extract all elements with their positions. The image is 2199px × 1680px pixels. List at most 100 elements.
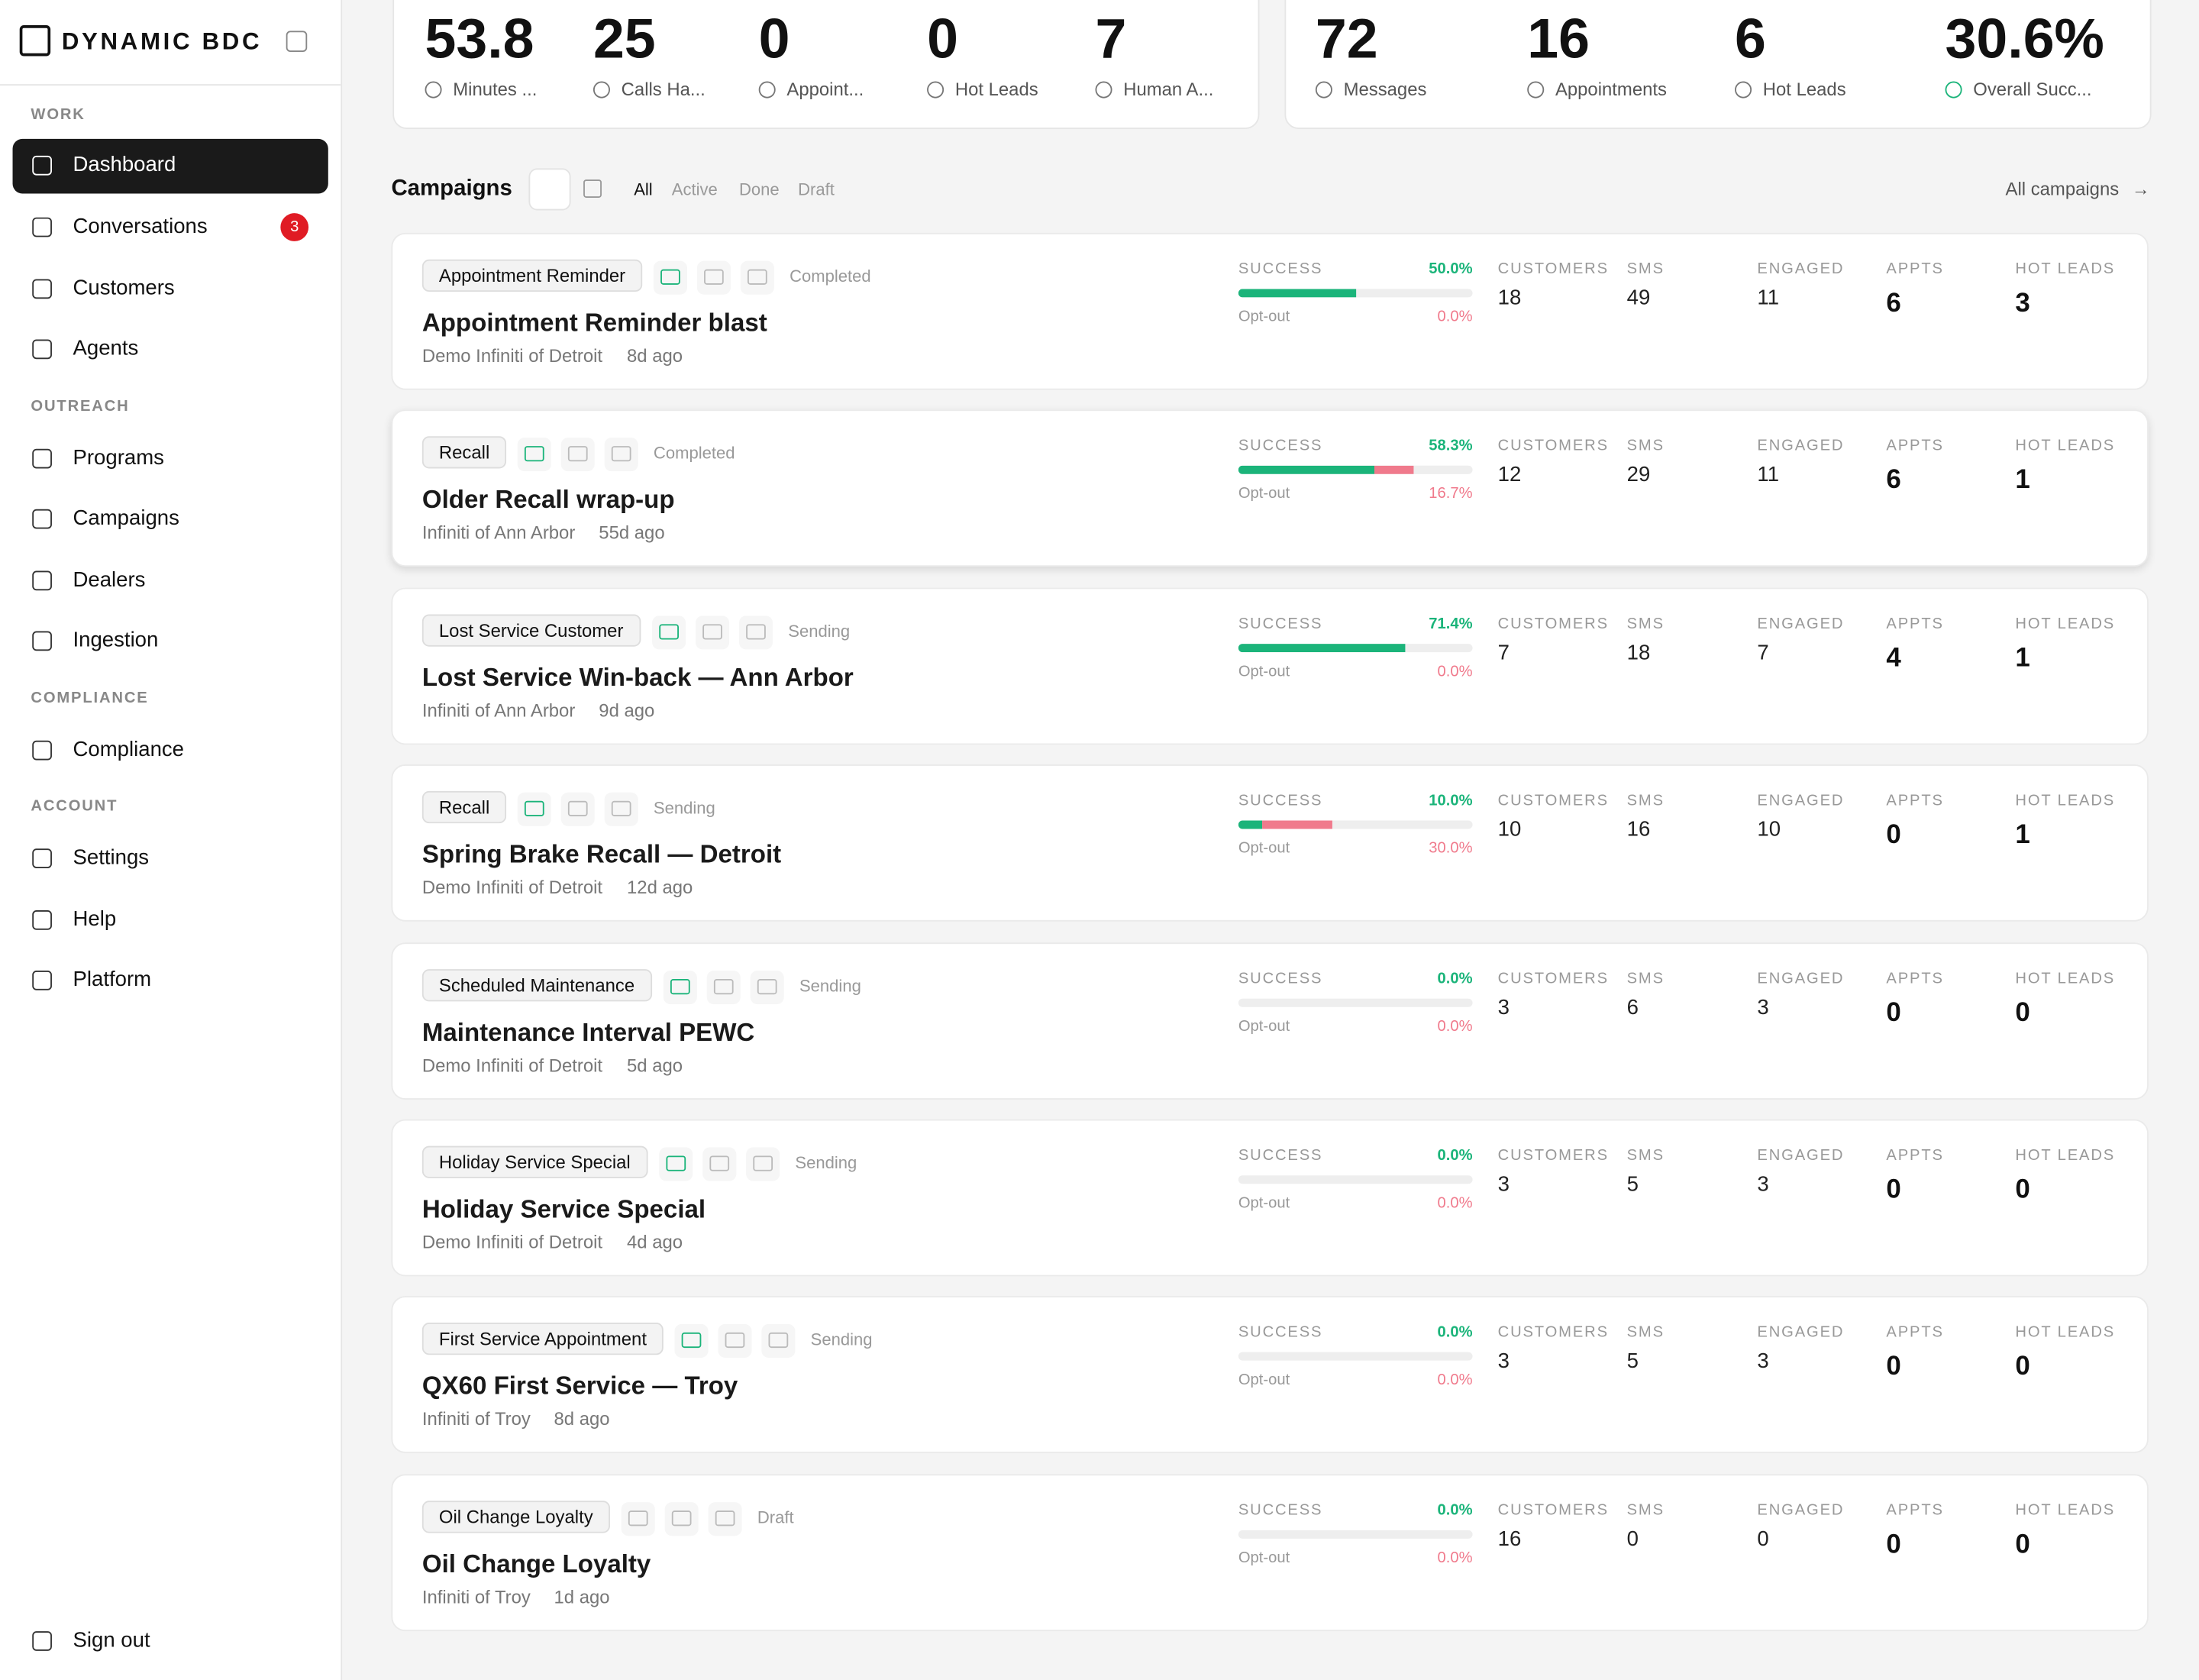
sms-channel <box>621 1501 655 1536</box>
success-bar <box>1238 643 1406 652</box>
all-campaigns-link[interactable]: All campaigns <box>2005 178 2120 199</box>
stat-icon <box>758 81 776 99</box>
hot_leads-header: HOT LEADS <box>2015 970 2116 987</box>
nav-item[interactable]: Settings <box>73 845 150 870</box>
sms-value: 29 <box>1626 463 1651 488</box>
progress-track <box>1238 1530 1473 1539</box>
sms-header: SMS <box>1626 615 1665 632</box>
sms-channel <box>659 1147 693 1181</box>
icon <box>670 978 690 994</box>
section-heading: COMPLIANCE <box>31 690 149 707</box>
nav-item[interactable]: Platform <box>73 968 152 992</box>
sms-header: SMS <box>1626 1147 1665 1165</box>
campaign-tag: Scheduled Maintenance <box>421 968 652 1001</box>
optout-label: Opt-out <box>1238 1194 1290 1212</box>
campaign-card[interactable]: Scheduled Maintenance Sending Maintenance … <box>391 942 2149 1100</box>
nav-icon <box>32 570 52 591</box>
hot_leads-header: HOT LEADS <box>2015 260 2116 278</box>
status: Sending <box>788 621 851 641</box>
campaign-tag: Recall <box>421 436 507 470</box>
optout-label: Opt-out <box>1238 1017 1290 1035</box>
status: Completed <box>653 444 735 464</box>
hot_leads-header: HOT LEADS <box>2015 793 2116 810</box>
section-heading: OUTREACH <box>31 398 130 415</box>
engaged-header: ENGAGED <box>1757 260 1845 278</box>
nav-item[interactable]: Conversations <box>73 215 208 239</box>
sms-channel <box>517 438 551 472</box>
engaged-value: 10 <box>1757 818 1781 842</box>
nav-item[interactable]: Programs <box>73 446 164 470</box>
customers-header: CUSTOMERS <box>1497 793 1609 810</box>
email-channel <box>746 1147 780 1181</box>
hot_leads-value: 0 <box>2015 1352 2030 1382</box>
filter-tab[interactable]: Draft <box>798 179 835 199</box>
appts-value: 0 <box>1886 998 1901 1028</box>
success-label: SUCCESS <box>1238 1501 1323 1519</box>
hot_leads-header: HOT LEADS <box>2015 615 2116 632</box>
optout-value: 16.7% <box>1429 486 1473 503</box>
sms-header: SMS <box>1626 1324 1665 1342</box>
sign-out[interactable]: Sign out <box>73 1628 150 1653</box>
age: 1d ago <box>554 1585 610 1607</box>
campaign-title: Maintenance Interval PEWC <box>421 1017 755 1046</box>
sms-value: 0 <box>1626 1527 1639 1552</box>
campaign-card[interactable]: Recall Completed Older Recall wrap-up Infin… <box>391 410 2149 567</box>
campaign-card[interactable]: Recall Sending Spring Brake Recall — Detro… <box>391 764 2149 922</box>
nav-icon <box>32 448 52 469</box>
optout-value: 0.0% <box>1437 309 1473 326</box>
nav-item[interactable]: Campaigns <box>73 506 179 531</box>
icon <box>713 978 734 994</box>
view-toggle[interactable] <box>528 168 571 211</box>
icon <box>611 446 631 463</box>
campaign-card[interactable]: Oil Change Loyalty Draft Oil Change Loyalt… <box>391 1474 2149 1631</box>
nav-icon <box>32 740 52 761</box>
stat-icon <box>425 81 442 99</box>
sms-channel <box>663 970 697 1004</box>
view-toggle[interactable] <box>583 179 602 198</box>
collapse-button[interactable] <box>286 31 308 52</box>
campaign-card[interactable]: Lost Service Customer Sending Lost Service… <box>391 587 2149 745</box>
progress-track <box>1238 820 1473 829</box>
nav-item[interactable]: Agents <box>73 336 139 361</box>
nav-item[interactable]: Help <box>73 907 117 932</box>
optout-label: Opt-out <box>1238 840 1290 858</box>
sms-channel <box>653 260 688 295</box>
call-channel <box>696 615 730 650</box>
campaign-tag: Appointment Reminder <box>421 259 643 292</box>
dealer: Infiniti of Troy <box>421 1585 531 1607</box>
filter-tab[interactable]: Done <box>738 179 780 199</box>
nav-item[interactable]: Ingestion <box>73 628 159 653</box>
stat-label: Calls Ha... <box>621 78 706 100</box>
customers-header: CUSTOMERS <box>1497 615 1609 632</box>
appts-value: 0 <box>1886 1352 1901 1382</box>
nav-item[interactable]: Dealers <box>73 567 146 593</box>
arrow: → <box>2131 178 2150 199</box>
campaign-card[interactable]: Appointment Reminder Completed Appointment… <box>391 232 2149 390</box>
icon <box>567 801 588 817</box>
stat-value: 30.6% <box>1945 8 2104 70</box>
engaged-header: ENGAGED <box>1757 1501 1845 1519</box>
sms-value: 5 <box>1626 1172 1639 1197</box>
filter-tab[interactable]: All <box>634 179 653 199</box>
customers-header: CUSTOMERS <box>1497 438 1609 455</box>
sms-channel <box>517 793 551 827</box>
nav-item[interactable]: Compliance <box>73 738 185 762</box>
email-channel <box>750 970 784 1004</box>
appts-header: APPTS <box>1886 1147 1944 1165</box>
divider <box>0 84 341 86</box>
progress-track <box>1238 1175 1473 1184</box>
campaign-card[interactable]: Holiday Service Special Sending Holiday Se… <box>391 1119 2149 1277</box>
icon <box>746 623 766 640</box>
call-channel <box>702 1147 737 1181</box>
progress-track <box>1238 466 1473 475</box>
email-channel <box>740 260 774 295</box>
sms-value: 18 <box>1626 641 1651 665</box>
campaign-card[interactable]: First Service Appointment Sending QX60 Fir… <box>391 1296 2149 1454</box>
hot_leads-value: 1 <box>2015 466 2030 496</box>
hot_leads-value: 1 <box>2015 643 2030 674</box>
age: 8d ago <box>627 344 683 367</box>
nav-item[interactable]: Dashboard <box>73 153 176 177</box>
hot_leads-value: 0 <box>2015 998 2030 1028</box>
filter-tab[interactable]: Active <box>671 179 718 199</box>
nav-item[interactable]: Customers <box>73 276 175 301</box>
